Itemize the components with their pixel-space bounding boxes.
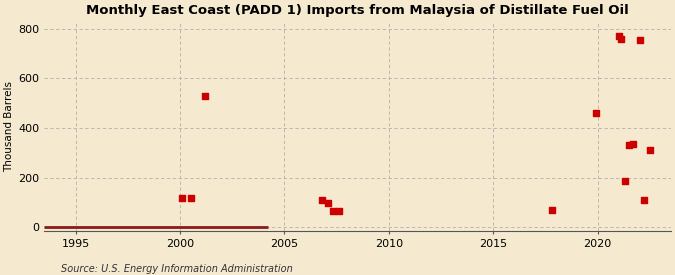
Point bbox=[624, 143, 634, 148]
Point bbox=[620, 179, 630, 184]
Point bbox=[323, 200, 333, 205]
Point bbox=[185, 196, 196, 200]
Point bbox=[590, 111, 601, 115]
Point bbox=[333, 209, 344, 213]
Title: Monthly East Coast (PADD 1) Imports from Malaysia of Distillate Fuel Oil: Monthly East Coast (PADD 1) Imports from… bbox=[86, 4, 629, 17]
Point bbox=[200, 94, 211, 98]
Point bbox=[628, 142, 639, 146]
Text: Source: U.S. Energy Information Administration: Source: U.S. Energy Information Administ… bbox=[61, 264, 292, 274]
Y-axis label: Thousand Barrels: Thousand Barrels bbox=[4, 81, 14, 172]
Point bbox=[639, 198, 649, 202]
Point bbox=[177, 196, 188, 200]
Point bbox=[546, 208, 557, 212]
Point bbox=[613, 34, 624, 38]
Point bbox=[616, 36, 626, 41]
Point bbox=[327, 209, 338, 213]
Point bbox=[645, 148, 655, 153]
Point bbox=[317, 198, 327, 202]
Point bbox=[634, 38, 645, 42]
